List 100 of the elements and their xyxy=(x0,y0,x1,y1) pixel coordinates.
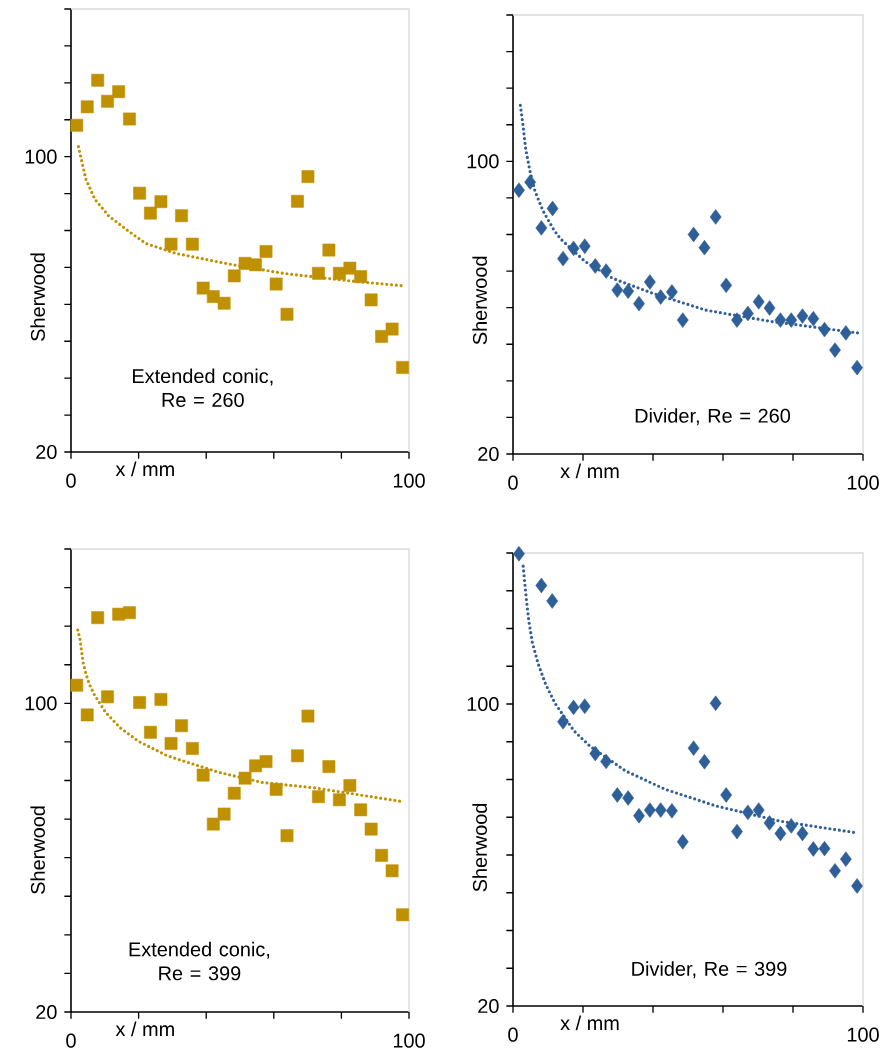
y-axis-title: Sherwood xyxy=(30,806,45,894)
x-tick-label: 0 xyxy=(508,475,518,490)
point xyxy=(164,737,178,750)
point xyxy=(396,361,409,374)
point xyxy=(557,250,569,267)
point xyxy=(829,342,841,358)
point xyxy=(385,864,399,878)
point xyxy=(269,782,283,796)
point xyxy=(546,200,559,217)
point xyxy=(807,841,820,857)
point xyxy=(227,269,241,283)
point xyxy=(259,245,273,258)
point xyxy=(557,714,569,730)
point xyxy=(238,771,252,785)
point xyxy=(227,786,241,800)
point xyxy=(622,790,635,806)
point xyxy=(840,851,852,867)
point xyxy=(144,206,157,220)
point xyxy=(611,787,624,803)
y-tick-label: 100 xyxy=(25,149,57,164)
point xyxy=(91,73,105,87)
point xyxy=(633,295,645,312)
point xyxy=(70,678,84,692)
x-axis-title: x / mm xyxy=(560,463,619,479)
point xyxy=(851,359,863,376)
point xyxy=(578,698,591,714)
point xyxy=(731,312,743,328)
point xyxy=(354,803,368,817)
point xyxy=(535,220,548,236)
point xyxy=(343,261,357,275)
x-tick-label: 0 xyxy=(66,473,76,488)
point xyxy=(101,690,114,704)
point xyxy=(676,834,689,850)
point xyxy=(123,112,136,126)
point xyxy=(385,322,399,336)
point xyxy=(589,258,602,274)
point xyxy=(70,118,84,132)
point xyxy=(785,312,798,328)
point xyxy=(698,239,711,256)
point xyxy=(687,740,700,756)
point xyxy=(80,708,94,722)
point xyxy=(185,742,199,755)
point xyxy=(742,305,754,322)
y-axis-title: Sherwood xyxy=(472,256,487,345)
point xyxy=(133,696,146,709)
point xyxy=(567,240,580,257)
point xyxy=(752,802,765,818)
point xyxy=(280,829,294,843)
point xyxy=(164,237,178,251)
x-tick-label: 0 xyxy=(66,1033,76,1048)
point xyxy=(676,312,689,328)
point xyxy=(196,281,210,295)
point xyxy=(796,308,809,324)
point xyxy=(818,840,831,857)
point xyxy=(123,606,136,620)
point xyxy=(333,793,346,807)
point xyxy=(785,818,798,834)
y-tick-label: 20 xyxy=(36,1004,57,1020)
point xyxy=(840,325,852,341)
point xyxy=(829,863,841,879)
point xyxy=(654,802,667,818)
point xyxy=(312,266,325,280)
point xyxy=(731,823,743,840)
point xyxy=(396,908,409,922)
point xyxy=(720,787,733,803)
annotation: Divider, Re = 260 xyxy=(635,408,791,426)
point xyxy=(524,174,536,190)
point xyxy=(343,779,357,792)
point xyxy=(796,825,809,842)
line-series xyxy=(76,145,405,288)
point xyxy=(249,258,262,272)
point xyxy=(513,546,525,562)
point xyxy=(80,100,94,114)
point xyxy=(644,802,656,818)
point xyxy=(354,270,368,284)
point xyxy=(578,238,591,254)
annotation: Extended conic, Re = 260 xyxy=(133,368,273,408)
point xyxy=(546,593,559,609)
point xyxy=(312,790,325,804)
x-tick-label: 0 xyxy=(508,1027,518,1042)
point xyxy=(301,170,315,183)
y-tick-label: 20 xyxy=(478,998,499,1014)
point xyxy=(600,753,612,770)
point xyxy=(154,195,168,209)
point xyxy=(269,277,283,291)
point xyxy=(742,804,754,821)
point xyxy=(291,194,304,208)
x-axis-title: x / mm xyxy=(115,1021,174,1037)
point xyxy=(851,878,863,894)
point xyxy=(144,725,157,739)
point xyxy=(709,695,722,711)
point xyxy=(322,760,336,773)
point xyxy=(513,182,525,198)
point xyxy=(154,693,168,706)
point xyxy=(720,277,733,294)
point xyxy=(375,848,388,862)
point xyxy=(185,237,199,251)
point xyxy=(654,289,667,305)
point xyxy=(364,822,378,836)
point xyxy=(301,709,315,723)
